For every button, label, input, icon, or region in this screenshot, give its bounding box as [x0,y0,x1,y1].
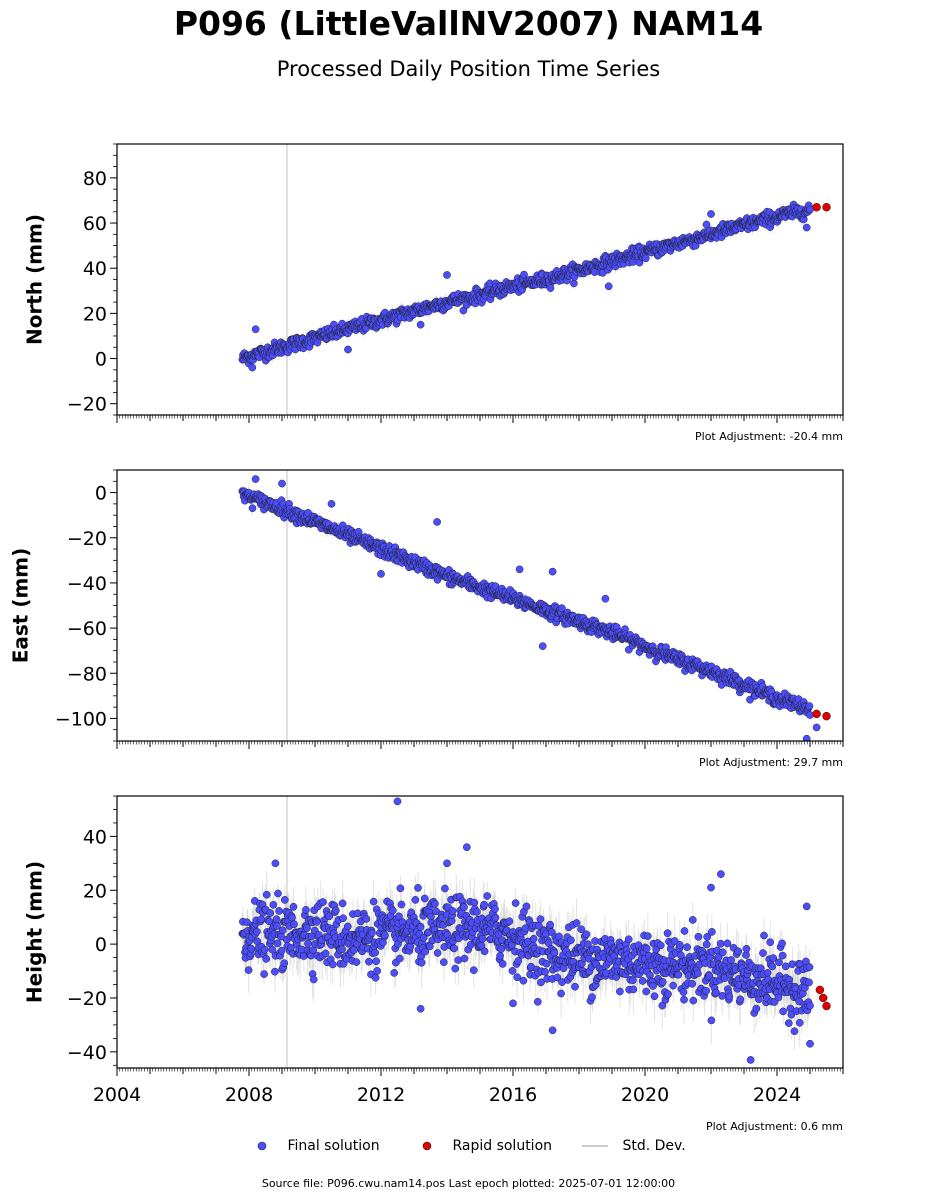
final-solution-point [251,325,260,334]
final-solution-point [641,254,650,263]
final-solution-point [344,345,352,354]
y-tick-label: −40 [67,573,107,595]
panel-frame [116,143,844,416]
final-solution-point [248,363,257,372]
final-solution-point [538,642,547,651]
rapid-solution-point [812,202,821,212]
final-solution-point [707,210,715,218]
rapid-solution-point [812,709,821,719]
rapid-solution-point [822,711,831,721]
y-tick-label: −100 [55,708,107,730]
y-tick-label: 60 [83,213,107,235]
final-solution-point [802,734,811,741]
data-layer [238,200,831,372]
final-solution-point [278,479,286,488]
final-solution-point [812,723,821,732]
final-solution-point [377,570,385,578]
y-axis-label: North (mm) [23,214,47,345]
y-tick-label: 20 [83,303,107,325]
y-tick-label: −20 [67,394,107,416]
plot-adjustment-note: Plot Adjustment: -20.4 mm [695,430,843,443]
final-solution-point [433,518,441,526]
y-tick-label: −20 [67,528,107,550]
final-solution-point [251,475,260,483]
panel-frame [116,469,844,742]
plot-adjustment-note: Plot Adjustment: 29.7 mm [699,756,843,769]
final-solution-point [248,504,257,513]
final-solution-point [702,220,711,229]
panel-2: −100 −80 −60 −40 −20 0 East (mm) Plot Adjustmen… [9,469,844,769]
final-solution-point [558,604,566,613]
y-tick-label: −60 [67,618,107,640]
y-tick-label: 0 [95,349,107,371]
final-solution-point [604,282,613,291]
final-solution-point [601,594,610,603]
y-axis-label: East (mm) [9,548,33,664]
final-solution-point [570,279,578,288]
y-tick-label: 40 [83,258,107,280]
final-solution-point [416,320,425,329]
final-solution-point [515,565,524,574]
y-tick-label: 0 [95,483,107,505]
y-tick-label: −80 [67,663,107,685]
final-solution-point [548,567,557,576]
data-layer [238,475,831,741]
final-solution-point [327,500,336,508]
final-solution-point [805,702,814,710]
data-layer [238,797,831,1064]
final-solution-point [443,271,451,279]
final-solution-point [546,284,555,292]
y-tick-label: 80 [83,168,107,190]
chart-title: P096 (LittleVallNV2007) NAM14 [173,4,764,43]
chart-subtitle: Processed Daily Position Time Series [276,57,661,81]
final-solution-point [520,270,528,279]
final-solution-point [802,223,811,232]
final-solution-point [313,338,322,347]
panel-1: −20 0 20 40 60 80 North (mm) Plot Adjustment: -… [23,143,844,443]
rapid-solution-point [822,202,831,212]
